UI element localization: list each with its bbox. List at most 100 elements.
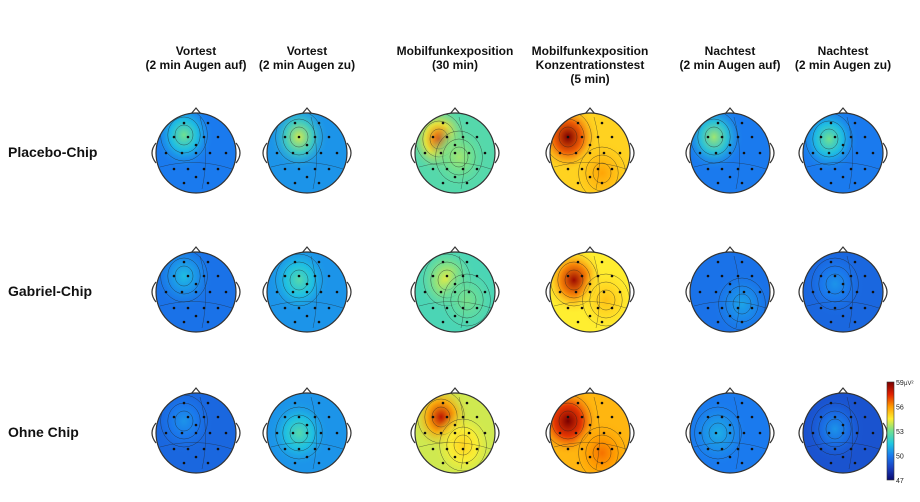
- electrode-dot: [714, 431, 718, 435]
- electrode-dot: [461, 306, 465, 310]
- ear-right: [235, 422, 241, 444]
- contour-line: [558, 410, 578, 432]
- electrode-dot: [841, 423, 845, 427]
- nose: [301, 387, 313, 395]
- electrode-dot: [297, 447, 301, 451]
- electrode-dot: [423, 151, 427, 155]
- electrode-dot: [186, 447, 190, 451]
- head-map-r3-c5: [685, 387, 775, 474]
- contour-line: [596, 289, 616, 311]
- nose: [724, 107, 736, 115]
- electrode-dot: [742, 151, 746, 155]
- electrode-dot: [186, 274, 190, 278]
- nose: [449, 107, 461, 115]
- electrode-dot: [720, 415, 724, 419]
- head-outline: [549, 251, 631, 333]
- electrode-dot: [441, 260, 445, 264]
- electrode-dot: [172, 167, 176, 171]
- ear-left: [545, 281, 551, 303]
- electrode-dot: [736, 415, 740, 419]
- nose: [301, 246, 313, 254]
- electrode-dot: [202, 274, 206, 278]
- head-outline: [155, 251, 237, 333]
- electrode-dot: [172, 447, 176, 451]
- electrode-dot: [283, 167, 287, 171]
- electrode-dot: [588, 143, 592, 147]
- electrode-dot: [819, 274, 823, 278]
- electrode-dot: [431, 167, 435, 171]
- electrode-dot: [182, 181, 186, 185]
- column-header-line3: (5 min): [570, 72, 610, 86]
- electrode-dot: [431, 447, 435, 451]
- head-map-r2-c6: [798, 246, 888, 333]
- head-outline: [266, 112, 348, 194]
- column-header-line1: Nachtest: [817, 44, 869, 58]
- contour-line: [693, 301, 767, 309]
- nose: [584, 387, 596, 395]
- electrode-dot: [182, 401, 186, 405]
- electrode-dot: [297, 415, 301, 419]
- electrode-dot: [453, 431, 457, 435]
- electrode-dot: [736, 447, 740, 451]
- electrode-dot: [742, 290, 746, 294]
- electrode-dot: [863, 306, 867, 310]
- electrode-dot: [610, 415, 614, 419]
- electrode-dot: [305, 175, 309, 179]
- electrode-dot: [293, 320, 297, 324]
- electrode-dot: [720, 135, 724, 139]
- electrode-dot: [224, 431, 228, 435]
- electrode-dot: [576, 461, 580, 465]
- head-map-r2-c3: [410, 246, 500, 333]
- electrode-dot: [335, 290, 339, 294]
- contour-line: [819, 128, 839, 150]
- electrode-dot: [716, 461, 720, 465]
- ear-right: [494, 422, 500, 444]
- electrode-dot: [716, 320, 720, 324]
- contour-line: [199, 396, 206, 470]
- ear-left: [685, 281, 691, 303]
- electrode-dot: [827, 151, 831, 155]
- electrode-dot: [863, 167, 867, 171]
- electrode-dot: [313, 167, 317, 171]
- electrode-dot: [558, 431, 562, 435]
- ear-left: [151, 142, 157, 164]
- electrode-dot: [305, 282, 309, 286]
- contour-line: [818, 265, 852, 303]
- electrode-dot: [728, 290, 732, 294]
- ear-right: [235, 142, 241, 164]
- column-header-4: Mobilfunkexposition Konzentrationstest (5 …: [530, 44, 650, 86]
- electrode-dot: [558, 151, 562, 155]
- contour-line: [310, 116, 317, 190]
- ear-right: [346, 142, 352, 164]
- activity-spot: [572, 419, 630, 473]
- electrode-dot: [327, 447, 331, 451]
- electrode-dot: [208, 151, 212, 155]
- column-header-3: Mobilfunkexposition (30 min): [395, 44, 515, 72]
- electrode-dot: [475, 274, 479, 278]
- contour-line: [550, 113, 592, 164]
- nose: [837, 246, 849, 254]
- activity-spot: [690, 399, 748, 467]
- head-outline: [689, 112, 771, 194]
- head-outline: [414, 112, 496, 194]
- contour-line: [435, 130, 483, 184]
- electrode-dot: [465, 121, 469, 125]
- contour-line: [439, 418, 487, 472]
- electrode-dot: [172, 306, 176, 310]
- electrode-dot: [811, 431, 815, 435]
- electrode-dot: [576, 401, 580, 405]
- head-map-r2-c5: [685, 246, 775, 333]
- electrode-dot: [618, 151, 622, 155]
- electrode-dot: [224, 290, 228, 294]
- electrode-dot: [327, 274, 331, 278]
- electrode-dot: [206, 320, 210, 324]
- ear-left: [262, 142, 268, 164]
- electrode-dot: [206, 121, 210, 125]
- contour-line: [199, 116, 206, 190]
- electrode-dot: [423, 290, 427, 294]
- electrode-dot: [194, 455, 198, 459]
- electrode-dot: [182, 461, 186, 465]
- electrode-dot: [833, 135, 837, 139]
- electrode-dot: [750, 306, 754, 310]
- contour-line: [199, 255, 206, 329]
